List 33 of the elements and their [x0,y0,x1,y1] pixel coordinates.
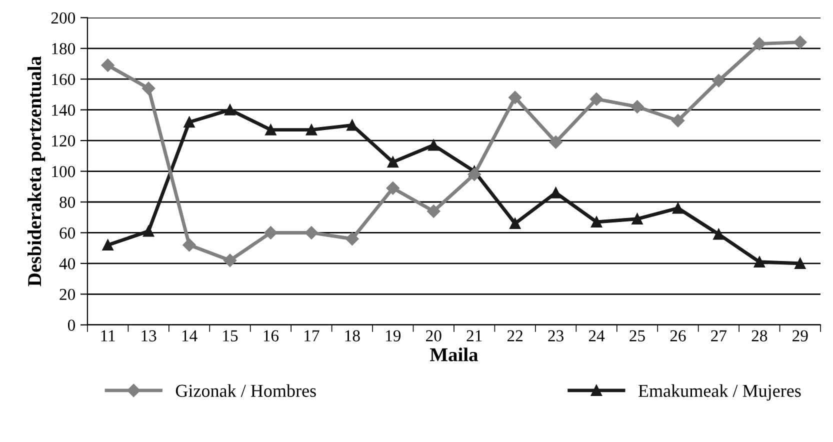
y-tick-label: 160 [52,74,76,86]
x-tick-label: 11 [101,330,115,342]
legend-label: Emakumeak / Mujeres [638,384,801,401]
x-tick-label: 16 [264,330,279,342]
y-tick-label: 200 [51,12,76,24]
y-tick-label: 120 [52,135,76,147]
y-tick-label: 40 [59,258,76,270]
x-tick-label: 26 [670,330,686,342]
legend-label: Gizonak / Hombres [176,384,316,397]
x-axis-title: Maila [430,348,478,362]
y-tick-label: 80 [60,196,76,208]
x-tick-label: 21 [466,330,482,342]
x-tick-label: 17 [304,330,320,342]
x-tick-label: 20 [426,330,442,342]
x-tick-label: 15 [223,330,238,342]
x-tick-label: 13 [142,330,156,342]
y-tick-label: 60 [60,227,76,239]
x-tick-label: 14 [182,330,198,342]
x-tick-label: 25 [630,330,645,342]
x-tick-label: 18 [345,330,360,342]
y-tick-label: 20 [60,288,76,300]
y-tick-label: 180 [52,43,76,54]
x-tick-label: 28 [752,330,768,342]
x-tick-label: 29 [792,330,808,342]
y-tick-label: 0 [68,320,76,331]
x-tick-label: 27 [711,330,727,342]
x-tick-label: 24 [588,330,605,342]
y-tick-label: 140 [52,104,76,116]
y-tick-label: 100 [52,166,76,178]
x-tick-label: 22 [507,330,522,342]
x-tick-label: 23 [548,330,564,342]
x-tick-label: 19 [386,330,401,342]
y-axis-title: Desbideraketa portzentuala [27,56,46,286]
